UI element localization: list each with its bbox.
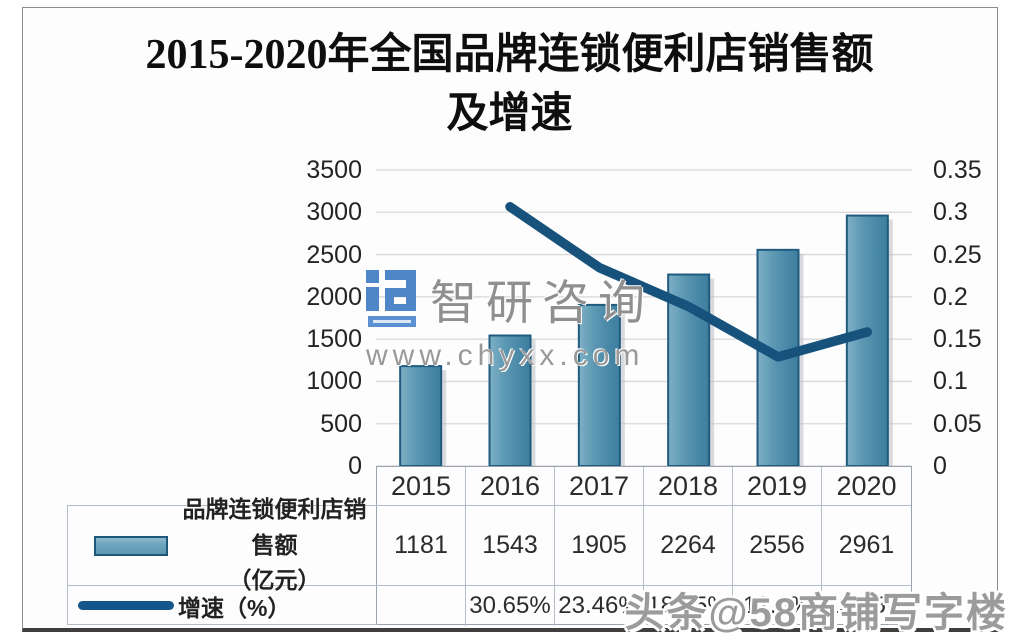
growth-value-cell: 15.85% [825,592,908,619]
legend-sales-label-line1: 品牌连锁便利店销售额 [182,496,367,558]
right-axis-tick-label: 0.05 [933,409,982,438]
legend-growth-label: 增速（%） [178,594,291,621]
watermark-brand-text: 智研咨询 [430,276,654,329]
left-axis-tick-label: 3500 [306,156,362,184]
legend-box: 品牌连锁便利店销售额 （亿元） 增速（%） [67,496,377,625]
year-header-cell: 2017 [555,467,644,506]
right-axis-tick-label: 0.3 [933,198,968,227]
right-axis-tick-label: 0.1 [933,367,968,396]
year-header-cell: 2018 [644,467,733,506]
page-title-line1: 2015-2020年全国品牌连锁便利店销售额 [145,32,874,78]
page-title: 2015-2020年全国品牌连锁便利店销售额 及增速 [22,26,997,144]
bar-shadow [530,339,536,466]
outer-frame [22,7,998,632]
growth-value-cell: 30.65% [466,586,555,626]
bar-2016 [488,334,532,467]
bar-shadow [887,219,893,466]
left-axis-tick-label: 1500 [306,325,362,354]
legend-sales-label-line2: （亿元） [228,567,321,594]
bar-shadow [709,278,715,466]
growth-value-cell: 23.46% [555,586,644,626]
year-header-cell: 2020 [822,467,911,506]
growth-value-cell: 12.9% [733,586,822,626]
watermark-center: 智研咨询 www.chyxx.com [366,264,654,373]
legend-row-sales: 品牌连锁便利店销售额 （亿元） [68,496,377,593]
chyxx-logo-icon [366,269,416,327]
year-header-cell: 2015 [377,467,466,506]
right-axis-tick-label: 0.25 [933,240,982,269]
right-axis-tick-label: 0.15 [933,325,982,354]
legend-sales-label: 品牌连锁便利店销售额 （亿元） [172,492,377,599]
legend-row-growth: 增速（%） [68,586,377,625]
right-axis-tick-label: 0 [933,452,947,480]
growth-line-path [505,202,873,362]
bar-2017 [577,303,621,467]
sales-value-cell: 1181 [377,506,466,586]
sales-value-cell: 2264 [644,506,733,586]
bar-shadow [441,370,447,466]
left-axis-tick-label: 2500 [306,240,362,269]
sales-value-cell: 2961 [822,506,911,586]
right-axis-tick-label: 0.35 [933,156,982,184]
growth-line [505,202,873,362]
sales-value-cell: 2556 [733,506,822,586]
growth-value-cell: 18.85% [644,586,733,626]
left-axis-tick-label: 1000 [306,367,362,396]
growth-value-cell [377,586,466,626]
left-axis-tick-label: 0 [348,452,362,480]
line-series-swatch-icon [78,601,174,610]
bar-2015 [399,365,443,468]
bar-series-swatch-icon [94,535,168,556]
watermark-url-text: www.chyxx.com [366,339,645,372]
sales-value-cell: 1905 [555,506,644,586]
watermark-bottom-right: 头条@58商铺写字楼 [624,591,1008,635]
year-header-cell: 2019 [733,467,822,506]
left-axis-tick-label: 2000 [306,282,362,311]
left-axis-tick-label: 500 [320,409,362,438]
right-axis-tick-label: 0.2 [933,282,968,311]
bar-shadow [798,253,804,466]
data-table: 2015 2016 2017 2018 2019 2020 1181 1543 1905 2264… [376,466,912,626]
year-header-cell: 2016 [466,467,555,506]
left-axis-tick-label: 3000 [306,198,362,227]
page-title-line2: 及增速 [446,90,573,137]
sales-value-cell: 1543 [466,506,555,586]
bar-shadow [619,308,625,466]
